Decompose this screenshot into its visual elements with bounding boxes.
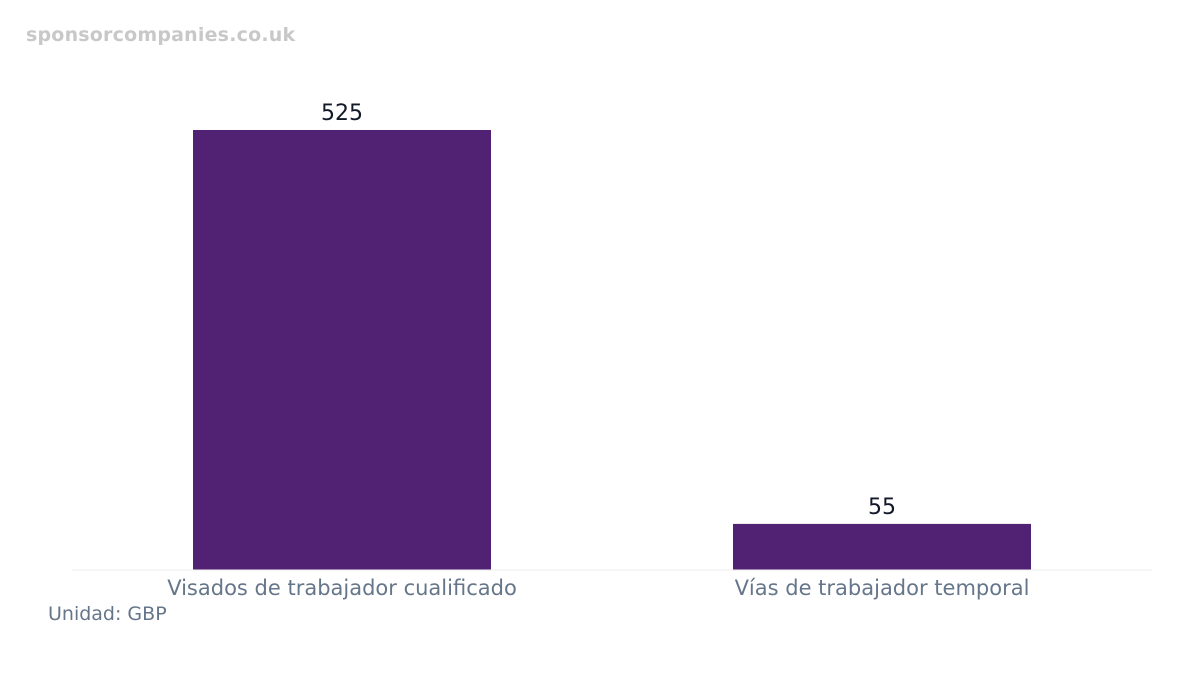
watermark: sponsorcompanies.co.uk [26,24,296,46]
value-label-1: 55 [868,495,896,520]
bar-0 [193,130,491,570]
labels-group: 525 Visados de trabajador cualificado 55 Ví… [167,101,1029,600]
value-label-0: 525 [321,101,363,126]
bars-group [193,130,1031,570]
category-label-0: Visados de trabajador cualificado [167,576,517,600]
bar-1 [733,523,1031,570]
unit-label: Unidad: GBP [48,603,167,625]
category-label-1: Vías de trabajador temporal [735,576,1030,600]
